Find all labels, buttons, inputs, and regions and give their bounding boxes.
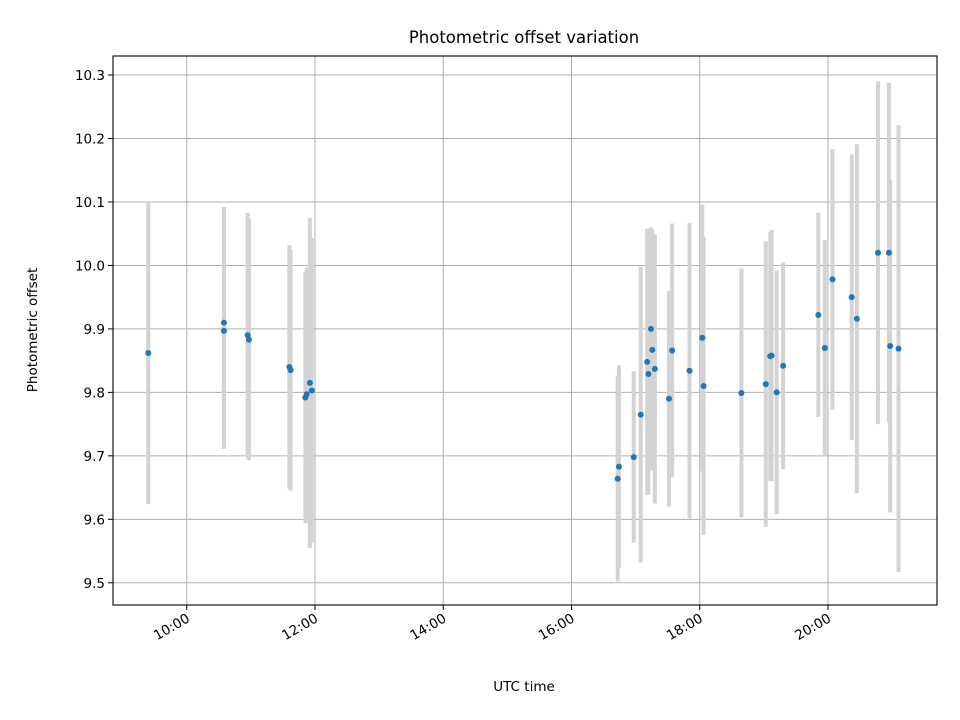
x-tick-label: 12:00 [279, 611, 321, 644]
data-point [780, 362, 787, 369]
data-point [699, 334, 706, 341]
data-point [848, 294, 855, 301]
data-point [821, 344, 828, 351]
data-point [686, 367, 693, 374]
y-axis-ticks: 9.5 9.6 9.7 9.8 9.9 10.0 10.1 10.2 10.3 [75, 68, 113, 592]
data-point [651, 365, 658, 372]
y-tick-label: 9.5 [84, 576, 105, 592]
data-point [220, 327, 227, 334]
x-tick-label: 16:00 [536, 611, 578, 644]
data-point [885, 249, 892, 256]
y-tick-label: 10.1 [75, 195, 105, 211]
data-point [245, 336, 252, 343]
error-bars [146, 81, 901, 582]
data-point [768, 352, 775, 359]
data-point [220, 319, 227, 326]
y-tick-label: 9.6 [84, 512, 105, 528]
x-axis-label: UTC time [493, 679, 555, 695]
data-point [306, 379, 313, 386]
data-point [614, 475, 621, 482]
data-point [887, 343, 894, 350]
data-point [762, 381, 769, 388]
y-tick-label: 10.0 [75, 258, 105, 274]
data-point [287, 367, 294, 374]
grid-lines [113, 56, 937, 605]
x-tick-label: 20:00 [792, 611, 834, 644]
data-point [773, 389, 780, 396]
y-tick-label: 10.3 [75, 68, 105, 84]
data-point [645, 370, 652, 377]
y-tick-label: 9.7 [84, 449, 105, 465]
data-point [644, 358, 651, 365]
data-point [853, 315, 860, 322]
x-tick-label: 14:00 [408, 611, 450, 644]
chart-title: Photometric offset variation [409, 28, 639, 47]
data-point [669, 347, 676, 354]
x-tick-label: 10:00 [151, 611, 193, 644]
data-point [630, 454, 637, 461]
data-point [303, 391, 310, 398]
data-point [648, 325, 655, 332]
data-point [895, 345, 902, 352]
data-point [700, 383, 707, 390]
data-point [829, 276, 836, 283]
data-point [665, 395, 672, 402]
data-point [875, 249, 882, 256]
data-point [738, 390, 745, 397]
data-point [637, 411, 644, 418]
data-point [815, 311, 822, 318]
plot-frame [112, 55, 938, 606]
data-point [649, 346, 656, 353]
data-point [145, 350, 152, 357]
x-axis-ticks: 10:00 12:00 14:00 16:00 18:00 20:00 [151, 605, 834, 644]
y-tick-label: 9.8 [84, 385, 105, 401]
x-tick-label: 18:00 [664, 611, 706, 644]
y-tick-label: 10.2 [75, 132, 105, 148]
data-point [308, 387, 315, 394]
y-tick-label: 9.9 [84, 322, 105, 338]
data-points [145, 249, 902, 482]
y-axis-label: Photometric offset [25, 268, 41, 392]
data-point [615, 463, 622, 470]
